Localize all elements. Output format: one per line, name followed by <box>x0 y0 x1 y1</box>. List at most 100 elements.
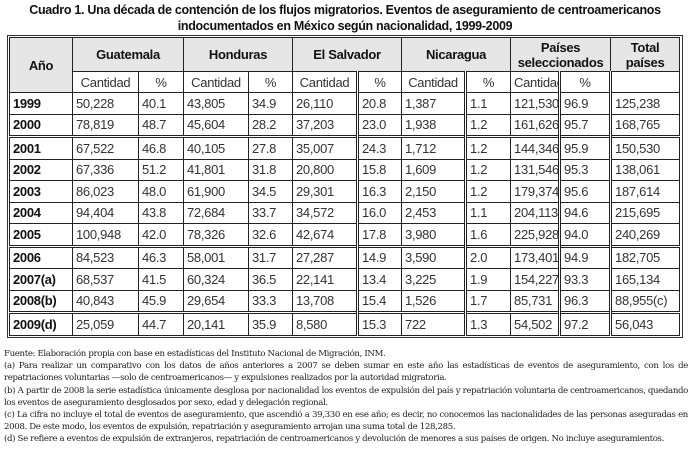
value-cell: 93.3 <box>559 268 613 291</box>
value-cell: 94,404 <box>72 201 139 224</box>
value-cell: 34.9 <box>248 92 293 115</box>
value-cell: 15.3 <box>356 312 403 336</box>
value-cell: 41,801 <box>183 158 249 181</box>
value-cell: 67,336 <box>72 158 139 181</box>
title-line-2: indocumentados en México según nacionali… <box>177 19 513 33</box>
footnote: (b) A partir de 2008 la serie estadístic… <box>4 385 688 408</box>
value-cell: 95.9 <box>559 136 613 160</box>
value-cell: 100,948 <box>72 223 139 247</box>
value-cell: 1,938 <box>401 113 468 137</box>
subheader-cell: % <box>356 71 403 93</box>
subheader-cell <box>610 71 681 93</box>
header-guatemala: Guatemala <box>72 37 184 72</box>
value-cell: 45,604 <box>183 113 249 137</box>
value-cell: 95.7 <box>559 113 613 137</box>
year-cell: 2008(b) <box>9 289 73 313</box>
value-cell: 31.7 <box>248 245 293 269</box>
value-cell: 41.5 <box>138 268 184 291</box>
value-cell: 150,530 <box>610 136 681 160</box>
value-cell: 48.0 <box>138 180 184 203</box>
value-cell: 168,765 <box>610 113 681 137</box>
value-cell: 60,324 <box>183 268 249 291</box>
value-cell: 23.0 <box>356 113 403 137</box>
value-cell: 72,684 <box>183 201 249 224</box>
subheader-cell: % <box>138 71 184 93</box>
value-cell: 54,502 <box>510 312 562 336</box>
value-cell: 15.8 <box>356 158 403 181</box>
value-cell: 17.8 <box>356 223 403 247</box>
footnote: (d) Se refiere a eventos de expulsión de… <box>4 434 664 445</box>
value-cell: 36.5 <box>248 268 293 291</box>
value-cell: 45.9 <box>138 289 184 313</box>
value-cell: 46.8 <box>138 136 184 160</box>
value-cell: 86,023 <box>72 180 139 203</box>
table-row: 1999 50,228 40.1 43,805 34.9 26,110 20.8 1,387 1… <box>9 92 681 115</box>
value-cell: 1.2 <box>465 136 512 160</box>
table-row: 2009(d) 25,059 44.7 20,141 35.9 8,580 15.3 722 1… <box>9 312 681 336</box>
table-row: 2008(b) 40,843 45.9 29,654 33.3 13,708 15.4 1,5… <box>9 289 681 313</box>
year-cell: 2001 <box>9 136 73 160</box>
subheader-cell: Cantidad <box>401 71 468 93</box>
value-cell: 1,609 <box>401 158 468 181</box>
table-row: 2004 94,404 43.8 72,684 33.7 34,572 16.0 2,453 1… <box>9 201 681 224</box>
value-cell: 121,530 <box>510 92 562 115</box>
title-line-1: Cuadro 1. Una década de contención de lo… <box>29 3 661 17</box>
value-cell: 8,580 <box>292 312 359 336</box>
value-cell: 179,374 <box>510 180 562 203</box>
source-note: Fuente: Elaboración propia con base en e… <box>4 349 386 359</box>
value-cell: 43,805 <box>183 92 249 115</box>
header-row: Año Guatemala Honduras El Salvador Nicar… <box>9 37 681 93</box>
value-cell: 42,674 <box>292 223 359 247</box>
value-cell: 161,626 <box>510 113 562 137</box>
year-cell: 2005 <box>9 223 73 247</box>
value-cell: 1.7 <box>465 289 512 313</box>
value-cell: 84,523 <box>72 245 139 269</box>
value-cell: 20,800 <box>292 158 359 181</box>
value-cell: 225,928 <box>510 223 562 247</box>
value-cell: 28.2 <box>248 113 293 137</box>
value-cell: 2.0 <box>465 245 512 269</box>
header-paises-seleccionados: Países seleccionados <box>510 37 612 72</box>
value-cell: 182,705 <box>610 245 681 269</box>
value-cell: 24.3 <box>356 136 403 160</box>
value-cell: 1.6 <box>465 223 512 247</box>
value-cell: 29,301 <box>292 180 359 203</box>
value-cell: 240,269 <box>610 223 681 247</box>
table-row: 2003 86,023 48.0 61,900 34.5 29,301 16.3 2,150 1… <box>9 180 681 203</box>
value-cell: 27.8 <box>248 136 293 160</box>
header-nicaragua: Nicaragua <box>401 37 512 72</box>
value-cell: 85,731 <box>510 289 562 313</box>
value-cell: 1.9 <box>465 268 512 291</box>
table-title: Cuadro 1. Una década de contención de lo… <box>0 2 690 34</box>
value-cell: 26,110 <box>292 92 359 115</box>
value-cell: 94.0 <box>559 223 613 247</box>
value-cell: 138,061 <box>610 158 681 181</box>
value-cell: 22,141 <box>292 268 359 291</box>
value-cell: 42.0 <box>138 223 184 247</box>
value-cell: 48.7 <box>138 113 184 137</box>
value-cell: 3,225 <box>401 268 468 291</box>
subheader-cell: Cantidad <box>72 71 139 93</box>
value-cell: 46.3 <box>138 245 184 269</box>
value-cell: 722 <box>401 312 468 336</box>
value-cell: 1.1 <box>465 201 512 224</box>
value-cell: 15.4 <box>356 289 403 313</box>
value-cell: 35.9 <box>248 312 293 336</box>
value-cell: 3,590 <box>401 245 468 269</box>
value-cell: 37,203 <box>292 113 359 137</box>
value-cell: 44.7 <box>138 312 184 336</box>
value-cell: 68,537 <box>72 268 139 291</box>
value-cell: 96.9 <box>559 92 613 115</box>
footnotes: Fuente: Elaboración propia con base en e… <box>4 348 688 446</box>
value-cell: 215,695 <box>610 201 681 224</box>
value-cell: 94.9 <box>559 245 613 269</box>
header-year: Año <box>9 37 73 93</box>
value-cell: 14.9 <box>356 245 403 269</box>
value-cell: 165,134 <box>610 268 681 291</box>
value-cell: 1,712 <box>401 136 468 160</box>
year-cell: 1999 <box>9 92 73 115</box>
year-cell: 2004 <box>9 201 73 224</box>
data-table: Año Guatemala Honduras El Salvador Nicar… <box>9 37 681 336</box>
value-cell: 1.2 <box>465 113 512 137</box>
value-cell: 1.1 <box>465 92 512 115</box>
